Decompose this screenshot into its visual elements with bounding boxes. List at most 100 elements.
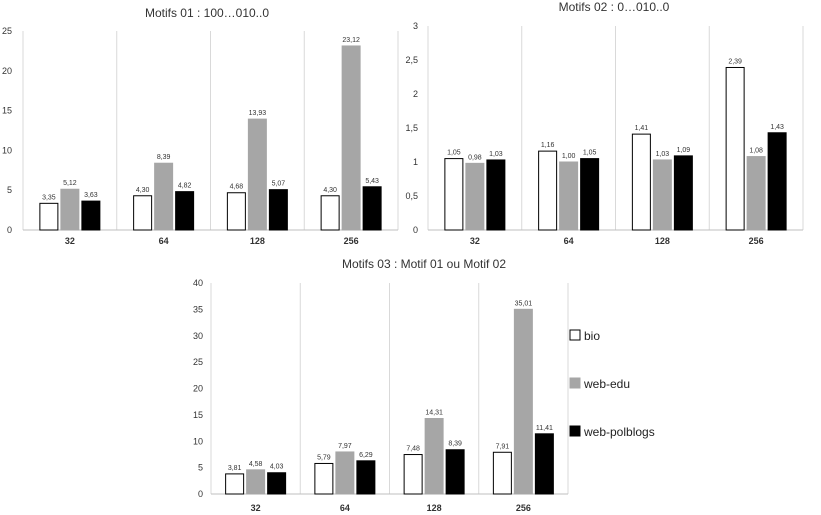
chart-2-title: Motifs 02 : 0…010..0	[559, 0, 670, 14]
data-label-web-edu: 8,39	[157, 154, 171, 161]
y-tick-label: 0	[7, 225, 12, 235]
bar-web-edu	[465, 162, 485, 231]
x-category-label: 128	[655, 236, 670, 246]
bar-web-edu	[60, 188, 80, 231]
x-category-label: 32	[470, 236, 480, 246]
bar-web-polblogs	[81, 200, 101, 231]
y-tick-label: 10	[2, 145, 12, 155]
data-label-bio: 4,30	[323, 187, 337, 194]
x-category-label: 256	[516, 503, 531, 513]
bar-web-polblogs	[267, 472, 287, 495]
bar-web-polblogs	[362, 186, 382, 231]
bar-bio	[320, 195, 340, 231]
x-category-label: 128	[427, 503, 442, 513]
data-label-web-polblogs: 4,82	[178, 183, 192, 190]
data-label-bio: 7,91	[496, 443, 510, 450]
y-tick-label: 5	[198, 463, 203, 473]
bar-web-edu	[652, 159, 672, 231]
bar-web-polblogs	[534, 433, 554, 495]
data-label-web-edu: 0,98	[468, 154, 482, 161]
data-label-web-edu: 13,93	[249, 110, 267, 117]
bar-bio	[314, 462, 334, 495]
y-tick-label: 15	[2, 106, 12, 116]
y-tick-label: 2	[413, 89, 418, 99]
bar-bio	[133, 195, 153, 231]
chart-motifs-03: Motifs 03 : Motif 01 ou Motif 02 0 5 10 15 2…	[193, 257, 569, 513]
y-tick-label: 0	[413, 225, 418, 235]
y-tick-label: 15	[193, 410, 203, 420]
bar-web-edu	[335, 451, 355, 495]
data-label-web-edu: 5,12	[63, 180, 77, 187]
y-tick-label: 10	[193, 436, 203, 446]
legend: bio web-edu web-polblogs	[569, 329, 655, 439]
y-tick-label: 40	[193, 278, 203, 288]
bar-bio	[39, 202, 59, 231]
bar-bio	[226, 192, 246, 231]
x-category-label: 128	[250, 236, 265, 246]
y-tick-label: 25	[193, 357, 203, 367]
chart-3-title: Motifs 03 : Motif 01 ou Motif 02	[342, 257, 506, 271]
data-label-bio: 1,41	[635, 125, 649, 132]
data-label-web-polblogs: 1,09	[677, 147, 691, 154]
data-label-web-polblogs: 6,29	[359, 452, 373, 459]
data-label-web-edu: 4,58	[249, 461, 263, 468]
x-category-label: 64	[564, 236, 574, 246]
bar-web-edu	[246, 469, 266, 495]
bar-web-edu	[424, 418, 444, 495]
data-label-web-edu: 1,08	[749, 148, 763, 155]
legend-swatch-bio	[569, 329, 581, 341]
x-category-label: 64	[340, 503, 350, 513]
bar-bio	[225, 473, 245, 495]
data-label-bio: 2,39	[728, 58, 742, 65]
bar-bio	[631, 133, 651, 231]
data-label-bio: 4,68	[230, 184, 244, 191]
bar-web-polblogs	[356, 460, 376, 495]
y-tick-label: 3	[413, 21, 418, 31]
y-tick-label: 35	[193, 304, 203, 314]
data-label-bio: 3,81	[228, 465, 242, 472]
y-tick-label: 20	[193, 384, 203, 394]
bar-web-polblogs	[767, 132, 787, 231]
legend-swatch-web-edu	[569, 377, 581, 389]
y-tick-label: 20	[2, 66, 12, 76]
chart-motifs-02: Motifs 02 : 0…010..0 0 0,5 1 1,5 2 2,5 3 32 64 12…	[405, 0, 804, 246]
legend-label-web-edu: web-edu	[583, 377, 630, 391]
bar-web-polblogs	[673, 155, 693, 231]
x-category-label: 256	[749, 236, 764, 246]
bar-web-edu	[247, 118, 267, 231]
y-tick-label: 5	[7, 185, 12, 195]
data-label-bio: 3,35	[42, 194, 56, 201]
bar-web-polblogs	[445, 449, 465, 495]
data-label-web-edu: 1,00	[562, 153, 576, 160]
y-tick-label: 30	[193, 331, 203, 341]
bar-web-polblogs	[580, 158, 600, 231]
bar-web-edu	[341, 45, 361, 231]
bar-web-polblogs	[486, 159, 506, 231]
bar-web-edu	[154, 162, 174, 231]
data-label-web-edu: 23,12	[342, 37, 360, 44]
x-category-label: 64	[159, 236, 169, 246]
data-label-web-polblogs: 5,07	[272, 181, 286, 188]
data-label-bio: 7,48	[406, 446, 420, 453]
bar-web-edu	[513, 308, 533, 495]
data-label-web-polblogs: 3,63	[84, 192, 98, 199]
data-label-web-edu: 7,97	[338, 443, 352, 450]
bar-bio	[725, 66, 745, 231]
data-label-bio: 4,30	[136, 187, 150, 194]
bar-web-polblogs	[175, 191, 195, 231]
chart-1-title: Motifs 01 : 100…010..0	[145, 6, 269, 20]
data-label-web-polblogs: 4,03	[270, 464, 284, 471]
data-label-web-polblogs: 8,39	[448, 441, 462, 448]
bar-bio	[444, 158, 464, 231]
data-label-bio: 1,05	[447, 150, 461, 157]
data-label-web-polblogs: 1,05	[583, 150, 597, 157]
y-tick-label: 1,5	[405, 123, 418, 133]
data-label-web-edu: 1,03	[656, 151, 670, 158]
legend-label-web-polblogs: web-polblogs	[583, 425, 655, 439]
x-category-label: 32	[65, 236, 75, 246]
y-tick-label: 25	[2, 26, 12, 36]
chart-motifs-01: Motifs 01 : 100…010..0 0 5 10 15 20 25 32 64 128…	[2, 6, 399, 246]
bar-bio	[492, 451, 512, 495]
y-tick-label: 0,5	[405, 191, 418, 201]
